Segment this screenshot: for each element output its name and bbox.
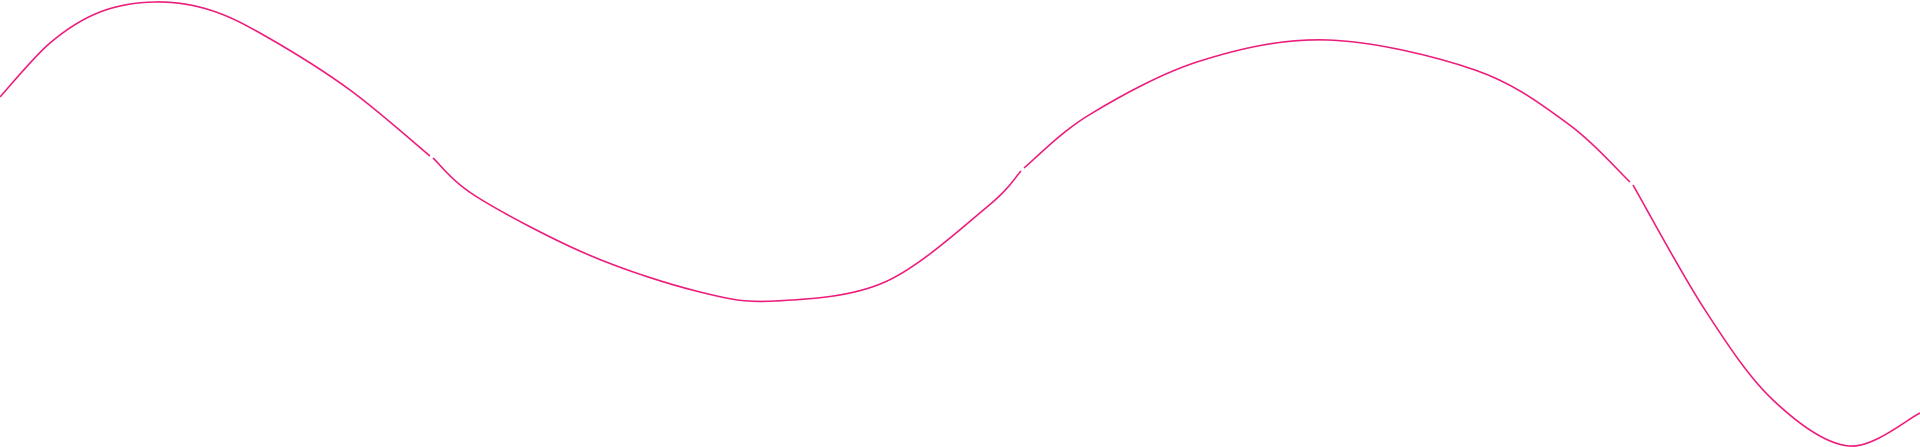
wave-segment-4 [1632,184,1920,447]
wave-segment-2 [432,157,1022,303]
wave-segment-1 [0,1,431,157]
wave-segment-3 [1023,39,1631,183]
